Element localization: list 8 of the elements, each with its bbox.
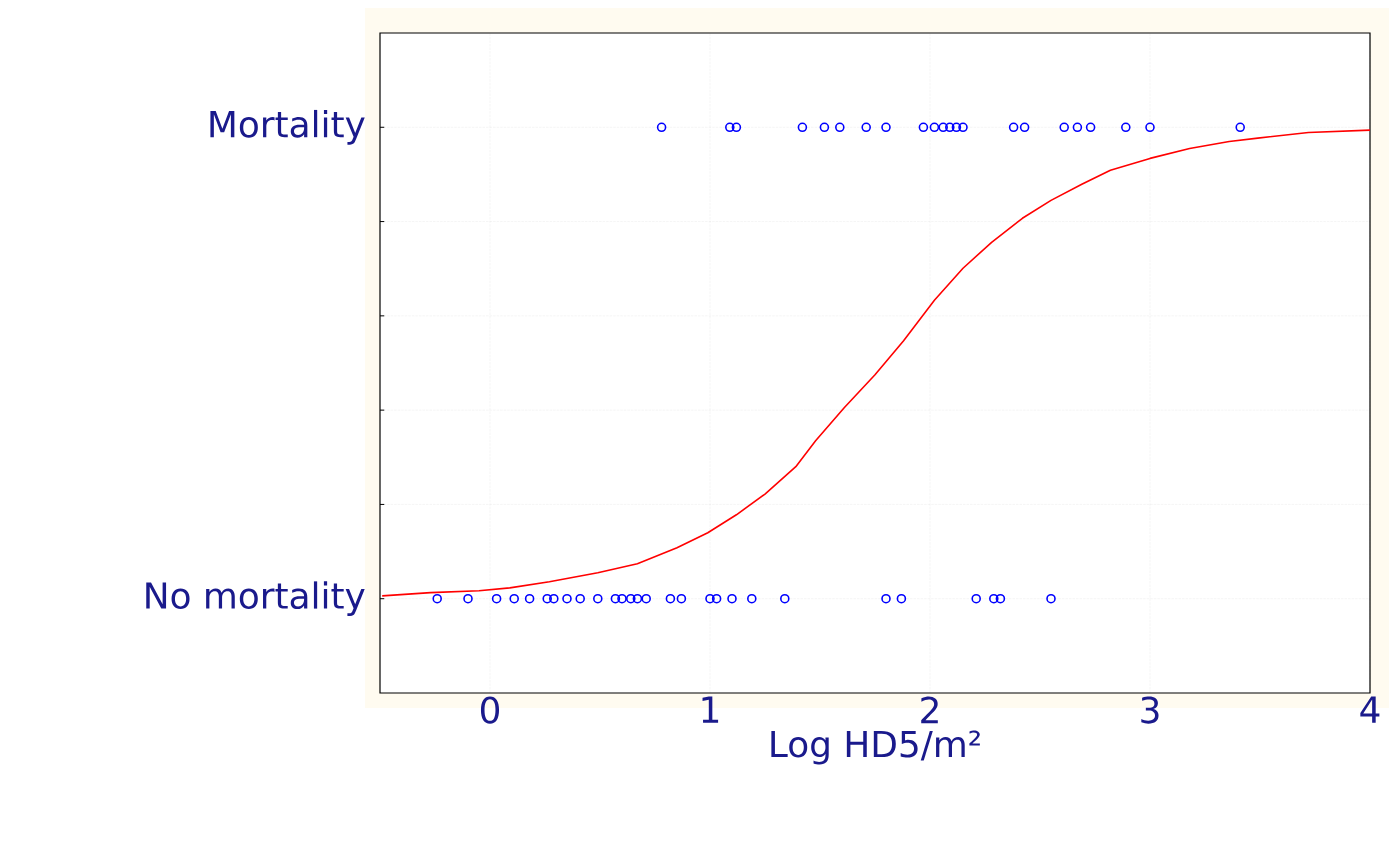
x-tick-label: 4 (1360, 696, 1380, 723)
x-tick-label: 3 (1141, 696, 1159, 724)
text: No mortality (146, 581, 365, 617)
x-tick-label: 1 (702, 696, 719, 723)
x-tick-label: 0 (480, 696, 500, 724)
text: Mortality (210, 109, 365, 145)
x-axis-title: Log HD5/m² (771, 730, 980, 765)
x-tick-label: 2 (921, 696, 938, 724)
